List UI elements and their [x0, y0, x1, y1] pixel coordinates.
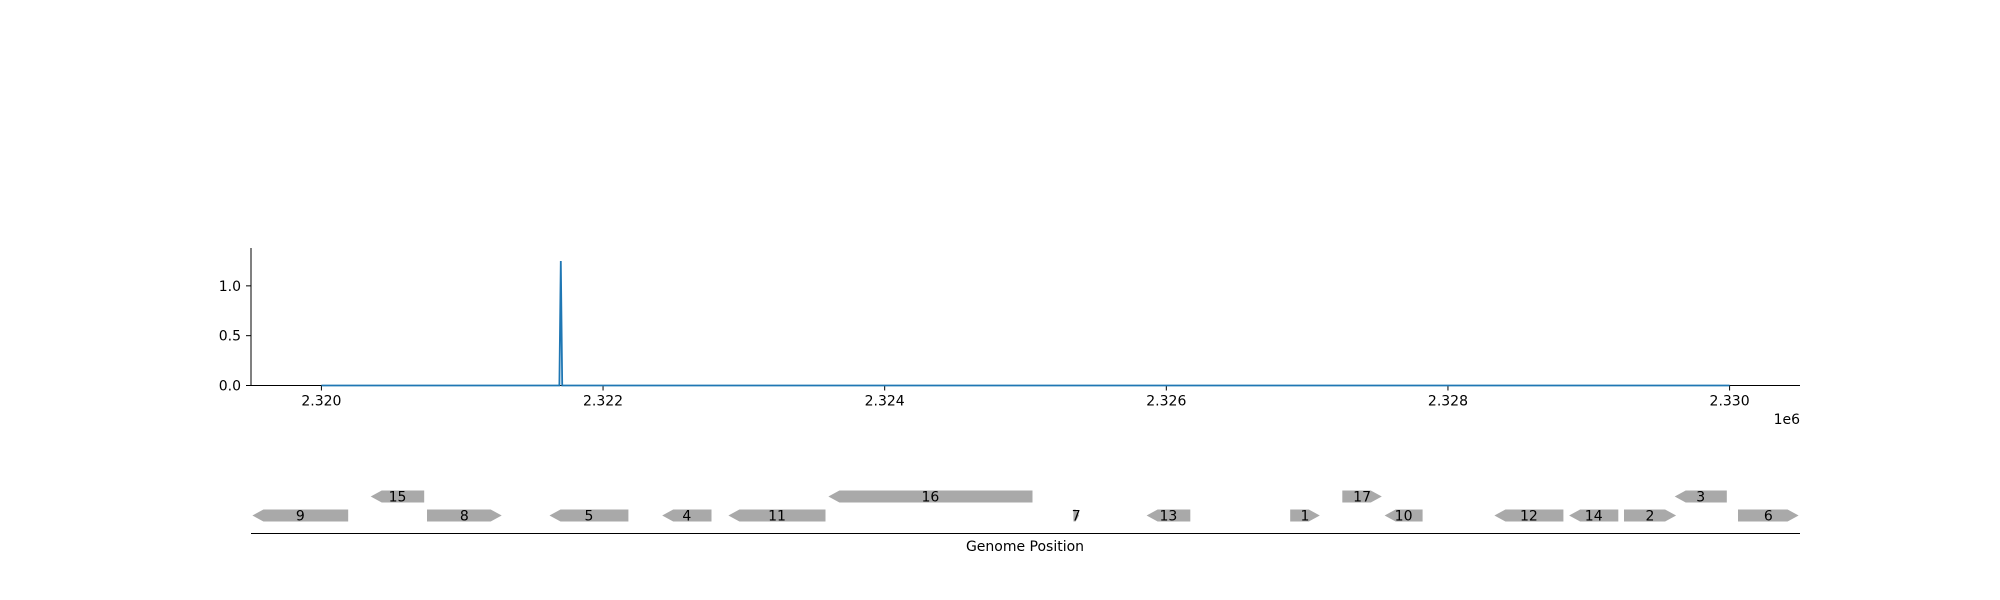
x-tick-label: 2.320 — [301, 394, 341, 410]
gene-arrow — [1073, 509, 1079, 522]
gene-label: 10 — [1395, 509, 1413, 525]
gene-label: 3 — [1696, 490, 1705, 506]
x-tick-label: 2.326 — [1146, 394, 1186, 410]
gene-label: 16 — [921, 490, 939, 506]
gene-arrow — [728, 509, 826, 522]
gene-label: 9 — [296, 509, 305, 525]
gene-arrow — [1569, 509, 1619, 522]
gene-label: 6 — [1764, 509, 1773, 525]
gene-arrow — [427, 509, 502, 522]
x-tick-label: 2.322 — [583, 394, 623, 410]
gene-arrow — [1738, 509, 1799, 522]
y-tick-label: 1.0 — [219, 279, 241, 295]
gene-label: 17 — [1353, 490, 1371, 506]
gene-arrow — [662, 509, 712, 522]
gene-arrow — [1384, 509, 1423, 522]
coverage-line — [321, 260, 1730, 387]
x-tick-label: 2.324 — [865, 394, 905, 410]
gene-arrow — [1342, 490, 1382, 503]
x-tick-label: 2.328 — [1428, 394, 1468, 410]
gene-arrow — [828, 490, 1033, 503]
gene-label: 12 — [1520, 509, 1538, 525]
gene-label: 11 — [768, 509, 786, 525]
gene-arrow — [1146, 509, 1191, 522]
y-ticks: 0.0 0.5 1.0 — [219, 279, 251, 395]
gene-label: 13 — [1159, 509, 1177, 525]
gene-arrow — [549, 509, 629, 522]
gene-track: 9 15 8 5 4 11 16 7 13 1 17 10 12 14 2 3 6 Genome Positio… — [251, 490, 1800, 555]
gene-label: 15 — [389, 490, 407, 506]
x-ticks: 2.320 2.322 2.324 2.326 2.328 2.330 — [301, 385, 1750, 410]
x-tick-label: 2.330 — [1710, 394, 1750, 410]
gene-label: 2 — [1646, 509, 1655, 525]
gene-track-xlabel: Genome Position — [966, 539, 1084, 555]
genes: 9 15 8 5 4 11 16 7 13 1 17 10 12 14 2 3 6 — [252, 490, 1799, 525]
gene-arrow — [1494, 509, 1564, 522]
coverage-plot: 0.0 0.5 1.0 2.320 2.322 2.324 2.326 2.328 2.330… — [219, 248, 1800, 428]
gene-arrow — [1674, 490, 1727, 503]
gene-label: 5 — [585, 509, 594, 525]
gene-label: 1 — [1301, 509, 1310, 525]
gene-arrow — [1624, 509, 1677, 522]
gene-arrow — [370, 490, 425, 503]
gene-arrow — [1290, 509, 1320, 522]
gene-label: 7 — [1072, 509, 1081, 525]
gene-arrow — [252, 509, 349, 522]
gene-label: 14 — [1585, 509, 1603, 525]
y-tick-label: 0.0 — [219, 379, 241, 395]
x-offset-label: 1e6 — [1774, 412, 1801, 428]
y-tick-label: 0.5 — [219, 329, 241, 345]
gene-label: 8 — [460, 509, 469, 525]
gene-label: 4 — [682, 509, 691, 525]
